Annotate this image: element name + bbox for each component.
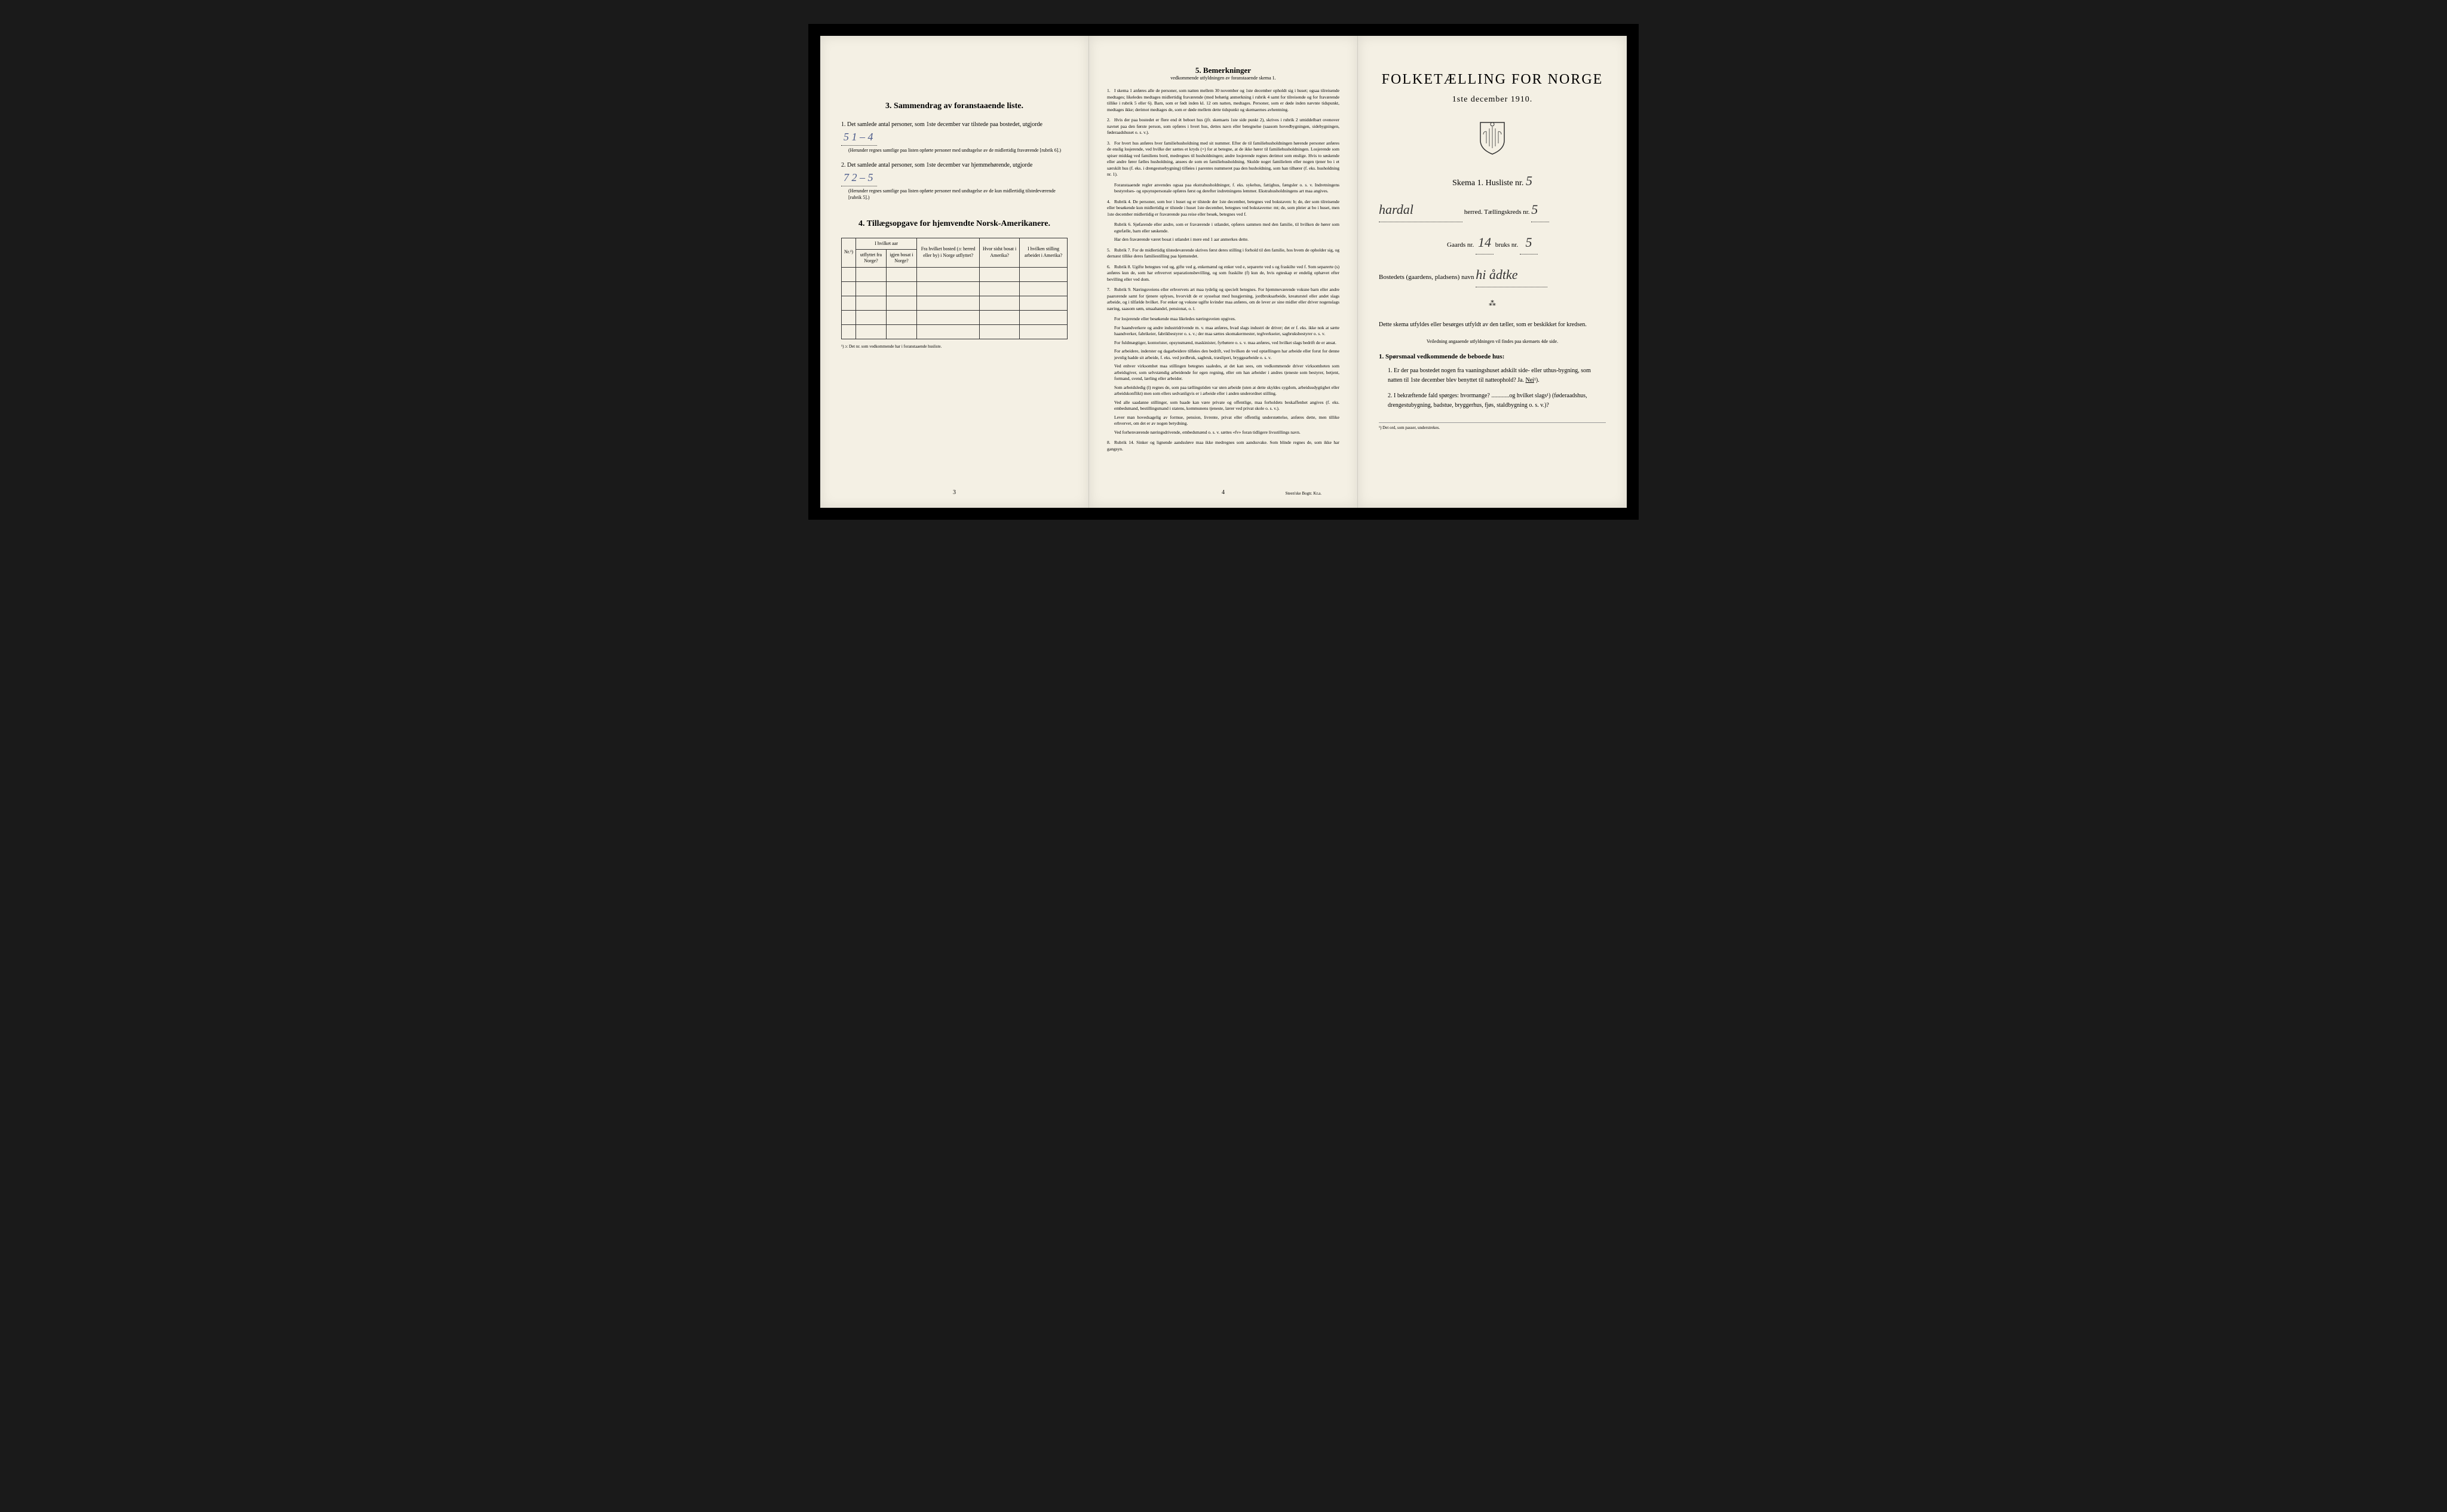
bemerkning-item: Ved forhenværende næringsdrivende, embed… [1114,430,1339,436]
sporsmaal-1: 1. Er der paa bostedet nogen fra vaaning… [1388,366,1606,385]
table-row [842,281,1068,296]
page-number-3: 3 [953,489,956,496]
bemerkning-item: 8.Rubrik 14. Sinker og lignende aandsslø… [1107,440,1339,452]
bemerkning-item: Ved enhver virksomhet maa stillingen bet… [1114,363,1339,382]
bemerkning-item: Foranstaaende regler anvendes ogsaa paa … [1114,182,1339,195]
table-row [842,296,1068,310]
table-row [842,324,1068,339]
th-stilling: I hvilken stilling arbeidet i Amerika? [1020,238,1068,267]
bemerkninger-list: 1.I skema 1 anføres alle de personer, so… [1107,88,1339,452]
sporsmaal-2: 2. I bekræftende fald spørges: hvormange… [1388,391,1606,410]
coat-of-arms [1379,119,1606,158]
skema-line: Skema 1. Husliste nr. 5 [1379,173,1606,189]
printer-note: Steen'ske Bogtr. Kr.a. [1285,491,1321,496]
separator: ⁂ [1379,299,1606,308]
item-2-note: (Herunder regnes samtlige paa listen opf… [841,188,1068,201]
date-line: 1ste december 1910. [1379,95,1606,105]
bosted-line: Bostedets (gaardens, pladsens) navn hi å… [1379,263,1606,287]
th-nr: Nr.¹) [842,238,856,267]
page-4: 5. Bemerkninger vedkommende utfyldningen… [1089,36,1358,508]
bemerkning-item: 1.I skema 1 anføres alle de personer, so… [1107,88,1339,113]
bemerkning-item: 2.Hvis der paa bostedet er flere end ét … [1107,117,1339,136]
bottom-footnote: ¹) Det ord, som passer, understrekes. [1379,422,1606,430]
th-igjen: igjen bosat i Norge? [886,249,916,267]
section-4: 4. Tillægsopgave for hjemvendte Norsk-Am… [841,219,1068,349]
table-row [842,267,1068,281]
page-1-cover: FOLKETÆLLING FOR NORGE 1ste december 191… [1358,36,1627,508]
bemerkninger-subtitle: vedkommende utfyldningen av foranstaaend… [1107,75,1339,81]
item-1-handwritten: 5 1 – 4 [844,131,873,143]
main-instruction: Dette skema utfyldes eller besørges utfy… [1379,320,1606,330]
main-title: FOLKETÆLLING FOR NORGE [1379,72,1606,88]
bemerkninger-title: 5. Bemerkninger [1107,66,1339,75]
bosted-name: hi ådtke [1476,267,1517,282]
page-3: 3. Sammendrag av foranstaaende liste. 1.… [820,36,1089,508]
bemerkning-item: For losjerende eller besøkende maa likel… [1114,316,1339,323]
page-number-4: 4 [1222,489,1225,496]
bemerkning-item: 4.Rubrik 4. De personer, som bor i huset… [1107,199,1339,218]
herred-line: hardal herred. Tællingskreds nr. 5 [1379,198,1606,222]
herred-name: hardal [1379,202,1413,217]
item-2-text: Det samlede antal personer, som 1ste dec… [847,162,1032,168]
bemerkning-item: Har den fraværende været bosat i utlande… [1114,237,1339,243]
th-amerika: Hvor sidst bosat i Amerika? [980,238,1020,267]
shield-icon [1477,119,1507,155]
item-2: 2. Det samlede antal personer, som 1ste … [841,161,1068,201]
item-2-handwritten: 7 2 – 5 [844,171,873,183]
item-1-note: (Herunder regnes samtlige paa listen opf… [841,147,1068,154]
kreds-nr: 5 [1531,202,1538,217]
bemerkning-item: Som arbeidsledig (l) regnes de, som paa … [1114,385,1339,397]
bemerkning-item: For arbeidere, inderster og dagarbeidere… [1114,348,1339,361]
item-1-text: Det samlede antal personer, som 1ste dec… [847,121,1042,128]
sporsmaal-header: 1. Spørsmaal vedkommende de beboede hus: [1379,353,1606,360]
small-instruction: Veiledning angaaende utfyldningen vil fi… [1379,339,1606,344]
th-bosted: Fra hvilket bosted (ɔ: herred eller by) … [917,238,980,267]
gaards-line: Gaards nr. 14 bruks nr. 5 [1379,231,1606,255]
bemerkning-item: Lever man hovedsagelig av formue, pensio… [1114,415,1339,427]
th-utflyttet: utflyttet fra Norge? [856,249,887,267]
item-1: 1. Det samlede antal personer, som 1ste … [841,120,1068,154]
answer-nei: Nei [1525,377,1534,384]
husliste-nr: 5 [1526,173,1532,188]
th-aar: I hvilket aar [856,238,917,249]
gaards-nr: 14 [1478,235,1491,250]
bemerkning-item: 7.Rubrik 9. Næringsveiens eller erhverve… [1107,287,1339,312]
section-4-title: 4. Tillægsopgave for hjemvendte Norsk-Am… [841,219,1068,229]
bemerkning-item: 3.For hvert hus anføres hver familiehush… [1107,140,1339,178]
bemerkning-item: Rubrik 6. Sjøfarende eller andre, som er… [1114,222,1339,234]
table-footnote: ¹) ɔ: Det nr. som vedkommende har i fora… [841,344,1068,349]
bemerkning-item: For fuldmægtiger, kontorister, opsynsmæn… [1114,340,1339,346]
section-3-title: 3. Sammendrag av foranstaaende liste. [841,102,1068,111]
emigrant-table: Nr.¹) I hvilket aar Fra hvilket bosted (… [841,238,1068,339]
bemerkning-item: 6.Rubrik 8. Ugifte betegnes ved ug, gift… [1107,264,1339,283]
bruks-nr: 5 [1525,235,1532,250]
table-row [842,310,1068,324]
bemerkning-item: 5.Rubrik 7. For de midlertidig tilstedev… [1107,247,1339,260]
bemerkning-item: Ved alle saadanne stillinger, som baade … [1114,400,1339,412]
bemerkning-item: For haandverkere og andre industridriven… [1114,325,1339,338]
section-3: 3. Sammendrag av foranstaaende liste. 1.… [841,102,1068,201]
document-container: 3. Sammendrag av foranstaaende liste. 1.… [808,24,1639,520]
